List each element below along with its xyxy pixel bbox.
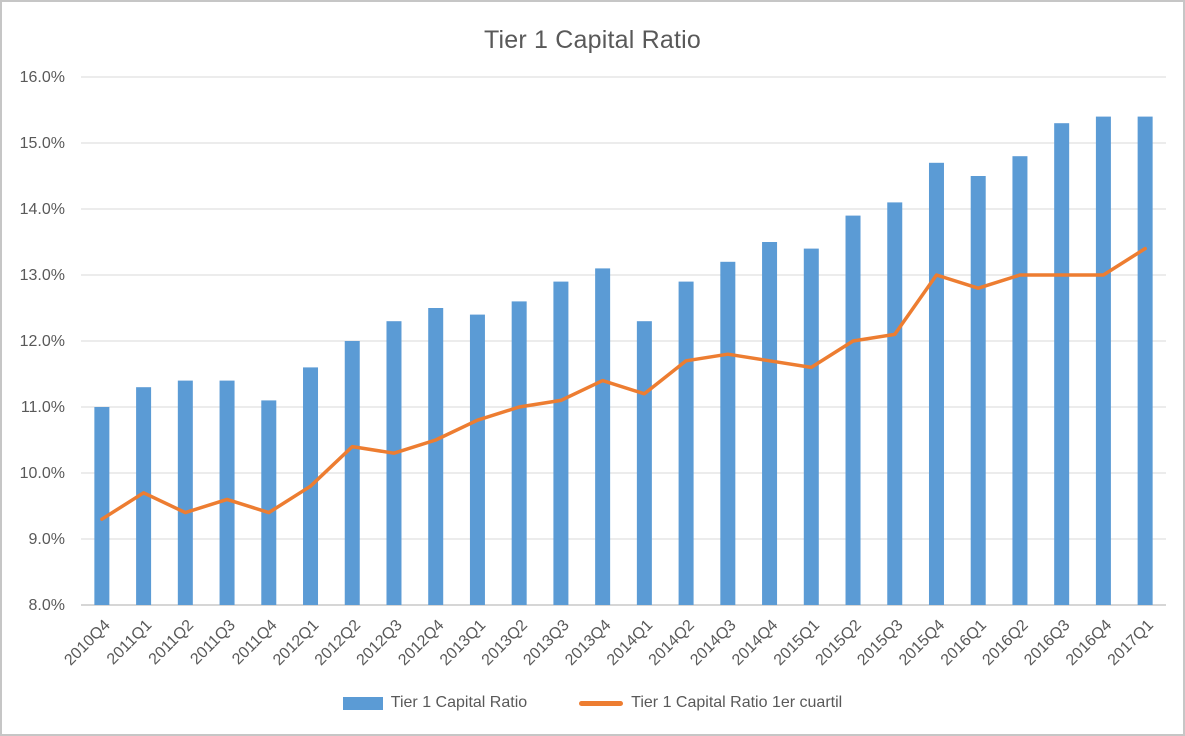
x-axis-tick-label: 2016Q2 <box>979 617 1031 669</box>
bar <box>511 301 527 605</box>
bar <box>177 380 193 605</box>
x-axis-tick-label: 2015Q1 <box>771 617 823 669</box>
bar <box>887 202 903 605</box>
bar <box>636 321 652 605</box>
bar <box>762 242 778 605</box>
bar <box>344 341 360 605</box>
bar <box>428 308 444 605</box>
x-axis-tick-label: 2010Q4 <box>61 617 113 669</box>
legend-bar-swatch-icon <box>342 696 383 710</box>
y-axis-tick-label: 14.0% <box>20 201 65 218</box>
bar <box>803 248 819 605</box>
legend-item-first-quartile: Tier 1 Capital Ratio 1er cuartil <box>579 694 842 712</box>
y-axis-tick-label: 16.0% <box>20 69 65 86</box>
bar <box>970 176 986 605</box>
legend-label-first-quartile: Tier 1 Capital Ratio 1er cuartil <box>631 694 843 711</box>
bar <box>136 387 152 605</box>
x-axis-tick-label: 2012Q1 <box>270 617 322 669</box>
bar <box>1095 116 1111 605</box>
x-axis-tick-label: 2013Q1 <box>437 617 489 669</box>
chart-title: Tier 1 Capital Ratio <box>483 26 702 54</box>
bar <box>386 321 402 605</box>
x-axis-tick-label: 2011Q2 <box>146 617 198 669</box>
chart-legend: Tier 1 Capital Ratio Tier 1 Capital Rati… <box>2 694 1183 712</box>
bar <box>469 314 485 605</box>
y-axis-tick-label: 10.0% <box>20 465 65 482</box>
y-axis-tick-label: 13.0% <box>20 267 65 284</box>
bar <box>845 215 861 605</box>
x-axis-tick-label: 2014Q1 <box>604 617 656 669</box>
bar <box>261 400 277 605</box>
y-axis-tick-label: 8.0% <box>29 597 65 614</box>
x-axis-tick-label: 2011Q1 <box>104 617 156 669</box>
x-axis-tick-label: 2017Q1 <box>1105 617 1157 669</box>
bar <box>678 281 694 605</box>
bar <box>1137 116 1153 605</box>
y-axis-tick-label: 11.0% <box>21 399 65 416</box>
y-axis-tick-label: 12.0% <box>20 333 65 350</box>
x-axis-tick-label: 2015Q2 <box>813 617 865 669</box>
bar <box>1054 123 1070 605</box>
bar <box>1012 156 1028 605</box>
bar <box>94 407 110 605</box>
y-axis-tick-label: 9.0% <box>29 531 65 548</box>
bar <box>595 268 611 605</box>
bar <box>720 261 736 605</box>
legend-item-capital-ratio: Tier 1 Capital Ratio <box>342 694 528 712</box>
quartile-line <box>100 246 1147 521</box>
bar <box>928 162 944 606</box>
bar <box>219 380 235 605</box>
x-axis-tick-label: 2011Q3 <box>187 617 239 669</box>
bar <box>553 281 569 605</box>
legend-line-swatch-icon <box>579 700 624 706</box>
y-axis-tick-label: 15.0% <box>20 135 65 152</box>
legend-label-capital-ratio: Tier 1 Capital Ratio <box>390 694 528 711</box>
